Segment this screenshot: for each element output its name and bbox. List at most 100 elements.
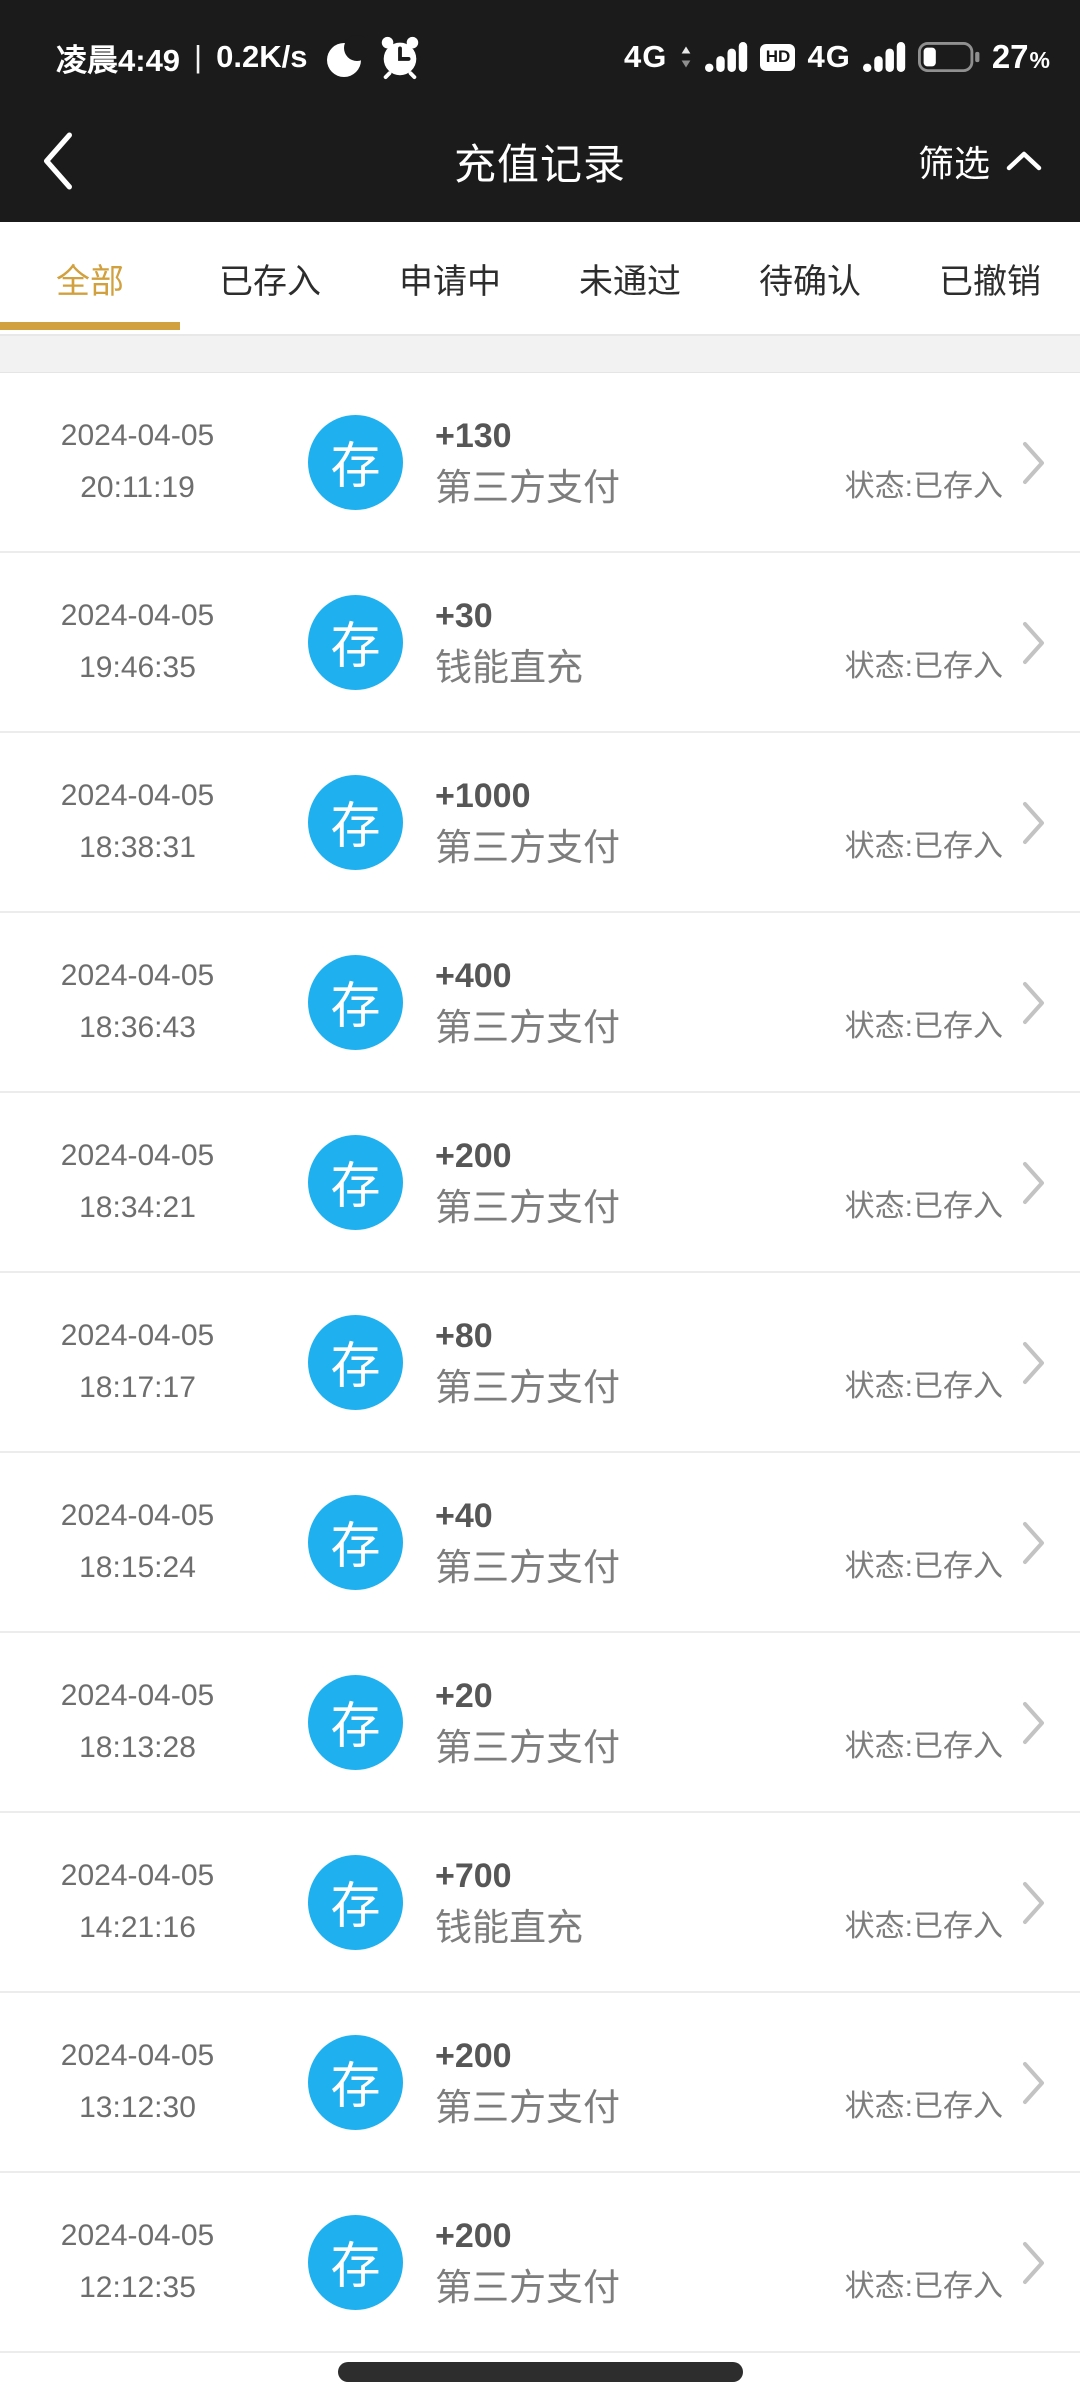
record-main: +30 钱能直充 (435, 590, 583, 694)
deposit-badge-icon: 存 (308, 954, 403, 1050)
list-top-spacer (0, 336, 1080, 373)
deposit-badge-label: 存 (330, 438, 381, 494)
recharge-record-row[interactable]: 2024-04-05 18:34:21 存 +200 第三方支付 状态:已存入 (0, 1093, 1080, 1273)
sim1-network-label: 4G (623, 39, 668, 74)
record-main: +130 第三方支付 (435, 410, 620, 514)
record-time: 13:12:30 (79, 2091, 196, 2124)
record-date: 2024-04-05 (60, 959, 215, 992)
record-time: 19:46:35 (79, 651, 196, 684)
status-left-group: 凌晨4:49 | 0.2K/s (56, 34, 423, 80)
chevron-right-icon (1023, 982, 1044, 1024)
record-amount: +200 (435, 2037, 512, 2075)
record-status: 状态:已存入 (844, 1910, 1003, 1943)
record-datetime: 2024-04-05 20:11:19 (0, 410, 275, 514)
status-bar: 凌晨4:49 | 0.2K/s (0, 0, 1080, 100)
recharge-record-row[interactable]: 2024-04-05 18:38:31 存 +1000 第三方支付 状态:已存入 (0, 733, 1080, 913)
recharge-record-row[interactable]: 2024-04-05 20:11:19 存 +130 第三方支付 状态:已存入 (0, 373, 1080, 553)
sim2-network-label: 4G (807, 39, 851, 74)
tab-bar: 全部 已存入 申请中 未通过 待确认 已撤销 (0, 222, 1080, 336)
tab-item[interactable]: 未通过 (540, 222, 720, 334)
tab-item[interactable]: 待确认 (720, 222, 900, 334)
record-amount: +80 (435, 1317, 493, 1355)
chevron-right-icon (1023, 1522, 1044, 1564)
tab-item[interactable]: 已撤销 (900, 222, 1080, 334)
record-amount: +40 (435, 1497, 493, 1535)
record-status: 状态:已存入 (844, 1190, 1003, 1223)
hd-badge: HD (760, 43, 796, 71)
deposit-badge-icon: 存 (308, 1494, 403, 1590)
record-time: 18:13:28 (79, 1731, 196, 1764)
record-date: 2024-04-05 (60, 1319, 215, 1352)
record-status: 状态:已存入 (844, 650, 1003, 683)
chevron-right-icon (1023, 1882, 1044, 1924)
record-date: 2024-04-05 (60, 419, 215, 452)
record-time: 20:11:19 (80, 471, 195, 504)
signal-bars-icon (862, 42, 906, 72)
deposit-badge-icon: 存 (308, 1134, 403, 1230)
record-datetime: 2024-04-05 18:38:31 (0, 770, 275, 874)
record-main: +200 第三方支付 (435, 2210, 620, 2314)
deposit-badge-label: 存 (330, 2238, 381, 2294)
record-status: 状态:已存入 (844, 1010, 1003, 1043)
deposit-badge-label: 存 (330, 978, 381, 1034)
record-time: 18:36:43 (79, 1011, 196, 1044)
tab-item[interactable]: 已存入 (180, 222, 360, 334)
deposit-badge-label: 存 (330, 2058, 381, 2114)
record-method: 钱能直充 (435, 1907, 583, 1948)
home-indicator[interactable] (337, 2362, 743, 2382)
tab-label: 未通过 (579, 262, 681, 301)
record-date: 2024-04-05 (60, 779, 215, 812)
record-main: +20 第三方支付 (435, 1670, 620, 1774)
recharge-record-row[interactable]: 2024-04-05 13:12:30 存 +200 第三方支付 状态:已存入 (0, 1993, 1080, 2173)
recharge-record-row[interactable]: 2024-04-05 18:15:24 存 +40 第三方支付 状态:已存入 (0, 1453, 1080, 1633)
deposit-badge-label: 存 (330, 1158, 381, 1214)
record-status: 状态:已存入 (844, 470, 1003, 503)
tab-label: 已存入 (219, 262, 321, 301)
tab-label: 申请中 (399, 262, 501, 301)
record-method: 第三方支付 (435, 467, 620, 508)
back-icon[interactable] (42, 132, 74, 190)
deposit-badge-icon: 存 (308, 774, 403, 870)
chevron-up-icon (1006, 151, 1042, 171)
record-main: +200 第三方支付 (435, 2030, 620, 2134)
record-main: +400 第三方支付 (435, 950, 620, 1054)
record-main: +700 钱能直充 (435, 1850, 583, 1954)
recharge-record-row[interactable]: 2024-04-05 19:46:35 存 +30 钱能直充 状态:已存入 (0, 553, 1080, 733)
deposit-badge-icon: 存 (308, 2214, 403, 2310)
top-bar: 凌晨4:49 | 0.2K/s (0, 0, 1080, 222)
record-method: 第三方支付 (435, 1187, 620, 1228)
record-time: 18:34:21 (79, 1191, 196, 1224)
record-date: 2024-04-05 (60, 599, 215, 632)
chevron-right-icon (1023, 1162, 1044, 1204)
recharge-record-row[interactable]: 2024-04-05 12:12:35 存 +200 第三方支付 状态:已存入 (0, 2173, 1080, 2353)
record-amount: +130 (435, 417, 512, 455)
deposit-badge-label: 存 (330, 798, 381, 854)
record-datetime: 2024-04-05 13:12:30 (0, 2030, 275, 2134)
record-datetime: 2024-04-05 18:36:43 (0, 950, 275, 1054)
recharge-record-row[interactable]: 2024-04-05 18:13:28 存 +20 第三方支付 状态:已存入 (0, 1633, 1080, 1813)
recharge-record-row[interactable]: 2024-04-05 18:36:43 存 +400 第三方支付 状态:已存入 (0, 913, 1080, 1093)
record-method: 第三方支付 (435, 1007, 620, 1048)
record-main: +200 第三方支付 (435, 1130, 620, 1234)
record-date: 2024-04-05 (60, 1139, 215, 1172)
tab-label: 全部 (56, 262, 124, 301)
filter-button[interactable]: 筛选 (918, 135, 1042, 187)
recharge-record-row[interactable]: 2024-04-05 18:17:17 存 +80 第三方支付 状态:已存入 (0, 1273, 1080, 1453)
record-datetime: 2024-04-05 18:13:28 (0, 1670, 275, 1774)
filter-label: 筛选 (917, 143, 990, 184)
signal-bars-icon (705, 42, 748, 72)
tab-item[interactable]: 申请中 (360, 222, 540, 334)
tab-item[interactable]: 全部 (0, 222, 180, 334)
chevron-right-icon (1023, 442, 1044, 484)
recharge-record-row[interactable]: 2024-04-05 14:21:16 存 +700 钱能直充 状态:已存入 (0, 1813, 1080, 1993)
record-date: 2024-04-05 (60, 1679, 215, 1712)
battery-icon (917, 42, 980, 72)
page-title: 充值记录 (453, 140, 626, 188)
chevron-right-icon (1023, 1342, 1044, 1384)
record-time: 18:38:31 (79, 831, 196, 864)
record-main: +80 第三方支付 (435, 1310, 620, 1414)
deposit-badge-label: 存 (330, 618, 381, 674)
deposit-badge-label: 存 (330, 1878, 381, 1934)
alarm-clock-icon (382, 36, 419, 80)
record-method: 第三方支付 (435, 1727, 620, 1768)
